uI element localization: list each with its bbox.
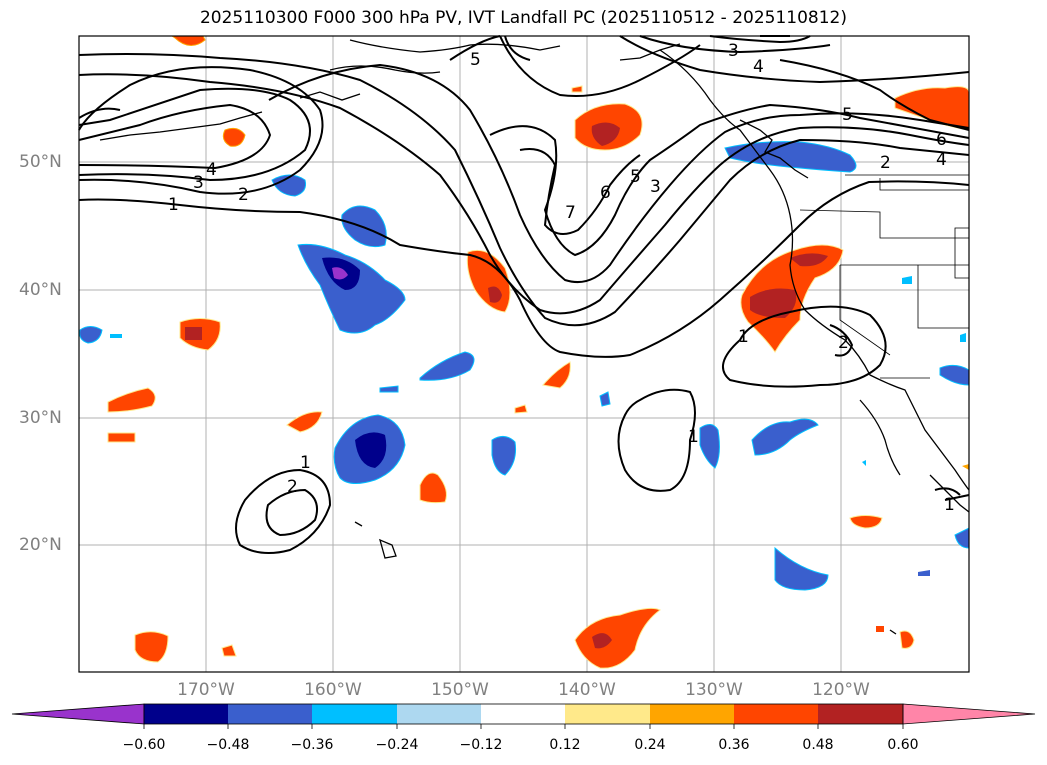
contour-label: 1 xyxy=(944,495,955,515)
contour-label: 1 xyxy=(168,195,179,215)
contour-label: 3 xyxy=(728,41,739,61)
lat-label: 40°N xyxy=(19,280,62,300)
lat-label: 20°N xyxy=(19,535,62,555)
lon-label: 120°W xyxy=(812,680,870,700)
colorbar-tick-label: 0.60 xyxy=(887,737,919,753)
colorbar xyxy=(11,703,1036,729)
contour-label: 5 xyxy=(470,50,481,70)
contour-label: 2 xyxy=(238,185,249,205)
colorbar-segment xyxy=(397,704,481,724)
colorbar-tick-label: 0.48 xyxy=(802,737,834,753)
contour-label: 1 xyxy=(688,427,699,447)
contour-label: 4 xyxy=(206,160,217,180)
lon-label: 140°W xyxy=(558,680,616,700)
colorbar-segment xyxy=(818,704,903,724)
contour-label: 6 xyxy=(600,183,611,203)
colorbar-segment xyxy=(312,704,397,724)
contour-label: 7 xyxy=(565,203,576,223)
lon-label: 150°W xyxy=(431,680,489,700)
contour-label: 4 xyxy=(753,57,764,77)
colorbar-tick-label: −0.24 xyxy=(375,737,419,753)
contour-label: 5 xyxy=(630,167,641,187)
contour-label: 5 xyxy=(842,105,853,125)
contour-lines xyxy=(78,35,970,555)
contour-label: 2 xyxy=(287,477,298,497)
colorbar-underflow-arrow xyxy=(11,703,145,725)
lon-label: 130°W xyxy=(685,680,743,700)
lon-label: 170°W xyxy=(177,680,235,700)
colorbar-segment xyxy=(228,704,312,724)
colorbar-tick-label: 0.12 xyxy=(549,737,581,753)
contour-label-group: 1 2 3 4 5 6 7 3 4 5 6 2 4 1 2 1 2 1 1 3 … xyxy=(168,41,955,515)
map-frame xyxy=(78,35,970,673)
lat-label: 30°N xyxy=(19,408,62,428)
colorbar-segment xyxy=(734,704,818,724)
contour-label: 1 xyxy=(738,327,749,347)
contour-label: 3 xyxy=(650,177,661,197)
negative-anomaly xyxy=(79,141,970,591)
colorbar-tick-label: 0.24 xyxy=(634,737,666,753)
map-title: 2025110300 F000 300 hPa PV, IVT Landfall… xyxy=(199,8,847,28)
colorbar-outline xyxy=(143,703,904,725)
colorbar-segment xyxy=(565,704,650,724)
colorbar-overflow-arrow xyxy=(902,703,1036,725)
contour-label: 2 xyxy=(838,333,849,353)
coastlines xyxy=(99,39,970,635)
anomaly-shading xyxy=(79,35,970,669)
colorbar-tick-label: −0.48 xyxy=(206,737,250,753)
colorbar-segment xyxy=(144,704,228,724)
colorbar-segment xyxy=(481,704,565,724)
colorbar-tick-label: −0.36 xyxy=(290,737,334,753)
lat-label: 50°N xyxy=(19,152,62,172)
contour-label: 3 xyxy=(193,173,204,193)
colorbar-tick-label: 0.36 xyxy=(718,737,750,753)
colorbar-tick-label: −0.12 xyxy=(459,737,503,753)
lon-label: 160°W xyxy=(304,680,362,700)
colorbar-segment xyxy=(650,704,734,724)
contour-label: 6 xyxy=(936,130,947,150)
colorbar-tick-label: −0.60 xyxy=(122,737,166,753)
map-background xyxy=(79,36,969,672)
contour-label: 2 xyxy=(880,153,891,173)
positive-anomaly xyxy=(107,35,970,669)
contour-label: 4 xyxy=(936,150,947,170)
contour-label: 1 xyxy=(300,453,311,473)
